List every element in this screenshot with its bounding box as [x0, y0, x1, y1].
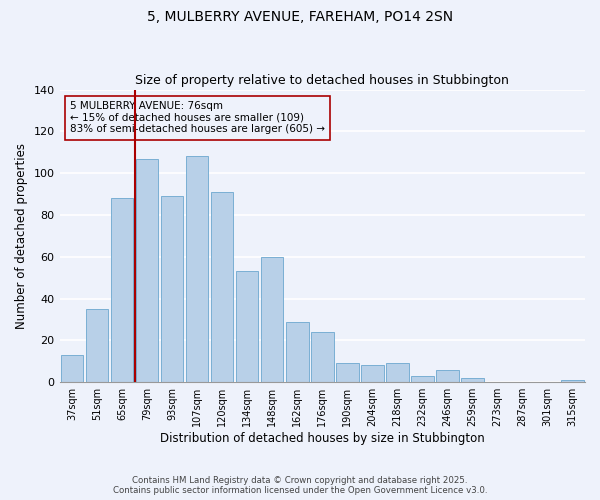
Bar [161, 196, 184, 382]
Y-axis label: Number of detached properties: Number of detached properties [15, 143, 28, 329]
Bar [411, 376, 434, 382]
Bar [286, 322, 308, 382]
Bar [386, 364, 409, 382]
Text: Contains HM Land Registry data © Crown copyright and database right 2025.
Contai: Contains HM Land Registry data © Crown c… [113, 476, 487, 495]
Title: Size of property relative to detached houses in Stubbington: Size of property relative to detached ho… [136, 74, 509, 87]
Bar [461, 378, 484, 382]
Bar [111, 198, 133, 382]
Bar [336, 364, 359, 382]
Bar [211, 192, 233, 382]
Bar [311, 332, 334, 382]
Bar [61, 355, 83, 382]
Bar [361, 366, 383, 382]
Bar [186, 156, 208, 382]
Bar [436, 370, 458, 382]
X-axis label: Distribution of detached houses by size in Stubbington: Distribution of detached houses by size … [160, 432, 485, 445]
Bar [86, 309, 109, 382]
Text: 5, MULBERRY AVENUE, FAREHAM, PO14 2SN: 5, MULBERRY AVENUE, FAREHAM, PO14 2SN [147, 10, 453, 24]
Bar [561, 380, 584, 382]
Bar [136, 158, 158, 382]
Bar [261, 257, 283, 382]
Bar [236, 272, 259, 382]
Text: 5 MULBERRY AVENUE: 76sqm
← 15% of detached houses are smaller (109)
83% of semi-: 5 MULBERRY AVENUE: 76sqm ← 15% of detach… [70, 102, 325, 134]
